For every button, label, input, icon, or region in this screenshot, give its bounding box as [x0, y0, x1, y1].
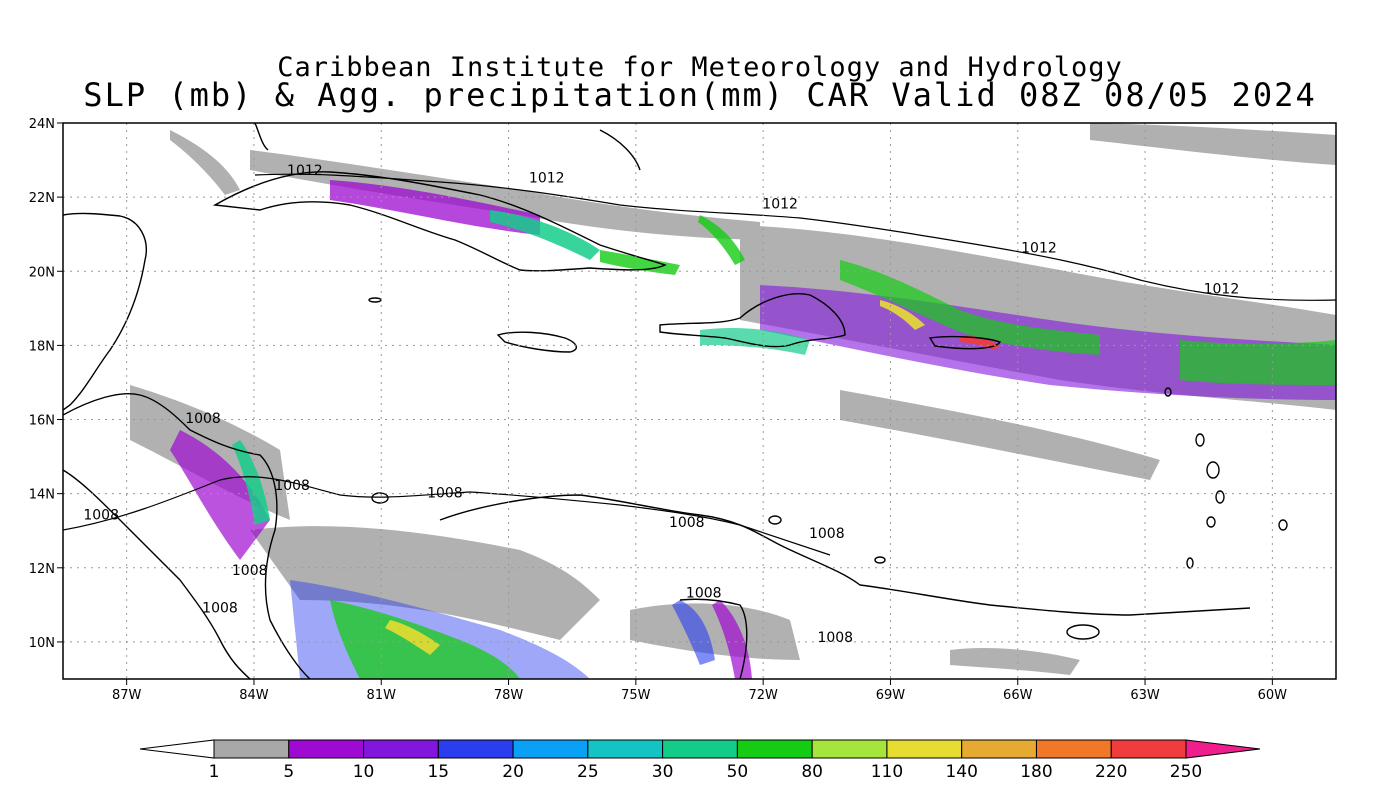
- isobar-label: 1012: [1204, 282, 1240, 298]
- lat-tick-label: 24N: [29, 117, 55, 132]
- cuba-outline: [212, 171, 667, 272]
- colorbar-label: 80: [801, 762, 823, 782]
- colorbar-segment: [288, 739, 365, 759]
- jamaica-outline: [496, 331, 577, 353]
- colorbar-label: 50: [727, 762, 749, 782]
- isobar-label: 1008: [202, 600, 238, 616]
- precip-heavy-areas: [232, 210, 1336, 679]
- colorbar-segment: [1110, 739, 1187, 759]
- isobar-label: 1012: [1021, 241, 1057, 257]
- isobar-1008: [63, 476, 831, 556]
- isobar-label: 1012: [762, 196, 798, 212]
- yucatan-outline: [63, 212, 147, 411]
- chart-title-line1: Caribbean Institute for Meteorology and …: [277, 52, 1123, 83]
- lat-tick-label: 16N: [29, 414, 55, 429]
- lat-tick-label: 10N: [29, 636, 55, 651]
- isobar-label: 1008: [669, 515, 705, 531]
- lat-tick-label: 20N: [29, 265, 55, 280]
- colorbar-label: 15: [427, 762, 449, 782]
- colorbar-label: 10: [353, 762, 375, 782]
- map-frame: [62, 122, 1337, 680]
- isobar-label: 1008: [427, 485, 463, 501]
- lat-tick-label: 12N: [29, 562, 55, 577]
- south-america-outline: [439, 494, 1251, 616]
- colorbar-label: 20: [502, 762, 524, 782]
- lat-tick-label: 18N: [29, 339, 55, 354]
- lon-tick-label: 63W: [1130, 688, 1160, 703]
- map-background: [63, 123, 1336, 679]
- colorbar-low-arrow: [139, 739, 215, 759]
- map-grid: [63, 123, 1336, 679]
- isobar-1012: [254, 173, 1336, 301]
- lon-tick-label: 60W: [1258, 688, 1288, 703]
- colorbar-segment: [1035, 739, 1112, 759]
- colorbar-segment: [512, 739, 589, 759]
- lat-tick-label: 14N: [29, 488, 55, 503]
- colorbar-segment: [811, 739, 888, 759]
- lon-tick-label: 78W: [494, 688, 524, 703]
- lon-tick-label: 69W: [876, 688, 906, 703]
- colorbar-label: 25: [577, 762, 599, 782]
- lon-tick-label: 81W: [367, 688, 397, 703]
- lon-tick-label: 75W: [621, 688, 651, 703]
- colorbar-label: 250: [1170, 762, 1202, 782]
- isobar-label: 1012: [287, 163, 323, 179]
- isobar-label: 1012: [529, 170, 565, 186]
- lon-tick-label: 72W: [748, 688, 778, 703]
- colorbar-segment: [587, 739, 664, 759]
- isobar-label: 1008: [274, 478, 310, 494]
- isobar-label: 1008: [232, 563, 268, 579]
- colorbar-segment: [886, 739, 963, 759]
- colorbar: 1 5 10 15 20 25 30 50 80 110 140 180 220 250: [139, 739, 1261, 782]
- colorbar-label: 220: [1095, 762, 1127, 782]
- lon-tick-label: 84W: [239, 688, 269, 703]
- colorbar-label: 1: [209, 762, 220, 782]
- isobar-lines: [63, 173, 1336, 556]
- hispaniola-outline: [659, 293, 846, 348]
- isobar-label: 1008: [83, 508, 119, 524]
- colorbar-segment: [363, 739, 439, 759]
- colorbar-segment: [736, 739, 813, 759]
- lon-tick-label: 66W: [1003, 688, 1033, 703]
- isobar-label: 1008: [817, 630, 853, 646]
- isobar-label: 1008: [686, 585, 722, 601]
- isobar-label: 1008: [809, 526, 845, 542]
- central-america-outline: [63, 393, 311, 679]
- colorbar-segment: [961, 739, 1037, 759]
- colorbar-high-arrow: [1185, 739, 1261, 759]
- coastlines: [63, 123, 1288, 679]
- puerto-rico-outline: [928, 335, 1002, 350]
- lon-tick-label: 87W: [112, 688, 142, 703]
- colorbar-label: 140: [945, 762, 977, 782]
- latitude-axis: 24N 22N 20N 18N 16N 14N 12N 10N: [29, 117, 63, 651]
- colorbar-label: 5: [283, 762, 294, 782]
- colorbar-segment: [437, 739, 514, 759]
- isobar-label: 1008: [185, 411, 221, 427]
- colorbar-label: 110: [871, 762, 903, 782]
- colorbar-label: 180: [1020, 762, 1052, 782]
- colorbar-segment: [213, 739, 290, 759]
- lat-tick-label: 22N: [29, 191, 55, 206]
- isobar-labels: 1012 1012 1012 1012 1012 1008 1008 1008 1008 1008…: [83, 163, 1239, 646]
- chart-title-line2: SLP (mb) & Agg. precipitation(mm) CAR Va…: [83, 76, 1317, 114]
- longitude-axis: 87W 84W 81W 78W 75W 72W 69W 66W 63W 60W: [112, 679, 1287, 703]
- colorbar-segment: [662, 739, 738, 759]
- colorbar-label: 30: [652, 762, 674, 782]
